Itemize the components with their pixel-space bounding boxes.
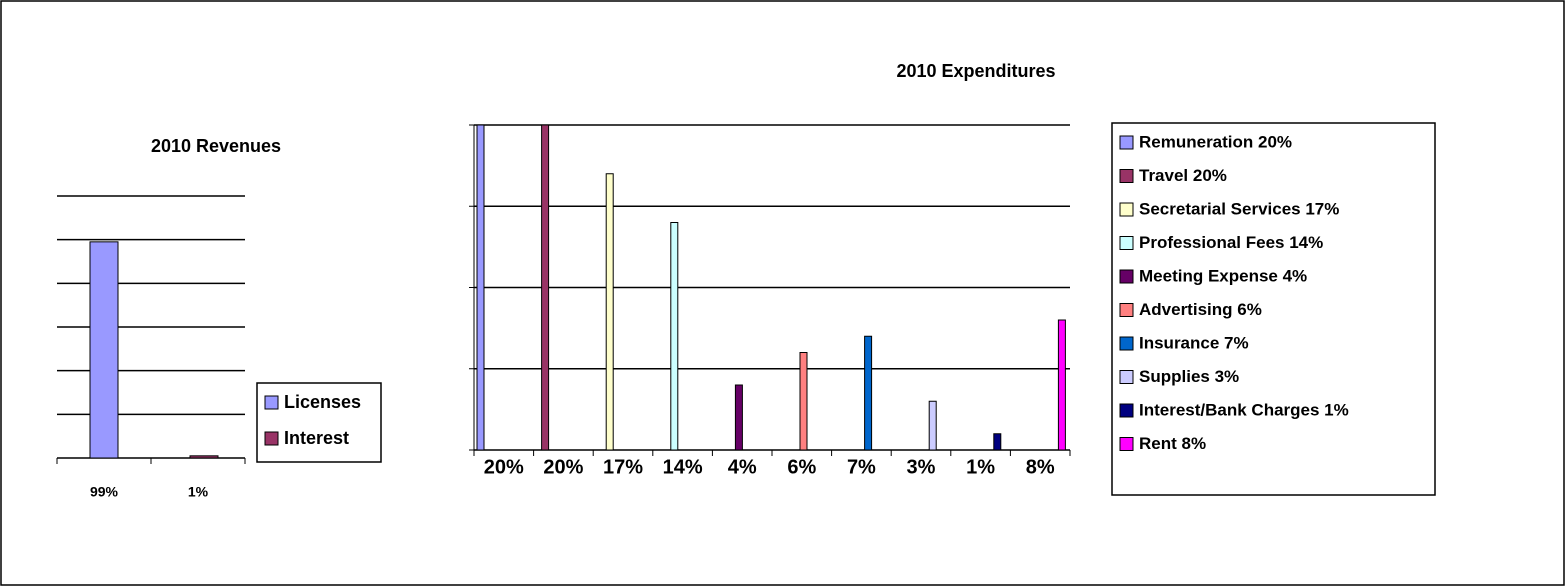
legend-swatch [1119, 269, 1134, 284]
value-label: 8% [1026, 456, 1055, 478]
value-label: 1% [188, 484, 209, 500]
value-label: 3% [907, 456, 936, 478]
legend-swatch [264, 431, 279, 446]
bar [928, 400, 937, 451]
legend-label: Interest/Bank Charges 1% [1139, 400, 1349, 419]
bar [189, 455, 219, 459]
bar [799, 352, 808, 451]
legend-swatch [1119, 403, 1134, 418]
bar [670, 222, 679, 451]
legend-swatch [1119, 303, 1134, 317]
chart-title: 2010 Revenues [151, 136, 281, 156]
value-label: 7% [847, 456, 876, 478]
value-label: 17% [603, 456, 643, 478]
legend-swatch [1119, 169, 1134, 183]
legend-label: Licenses [284, 392, 361, 412]
legend-swatch [1119, 135, 1134, 150]
legend-swatch [1119, 370, 1134, 384]
value-label: 14% [663, 456, 703, 478]
bar [89, 241, 119, 459]
legend-swatch [264, 395, 279, 410]
legend-box [1111, 122, 1436, 496]
value-label: 4% [728, 456, 757, 478]
legend-label: Advertising 6% [1139, 300, 1262, 319]
legend-label: Rent 8% [1139, 434, 1206, 453]
legend-swatch [1119, 336, 1134, 351]
legend-label: Supplies 3% [1139, 367, 1239, 386]
value-label: 99% [90, 484, 119, 500]
chart-title: 2010 Expenditures [896, 61, 1055, 81]
legend-label: Insurance 7% [1139, 333, 1249, 352]
legend-label: Secretarial Services 17% [1139, 199, 1339, 218]
legend-swatch [1119, 202, 1134, 217]
value-label: 20% [543, 456, 583, 478]
bar [541, 124, 550, 451]
legend-swatch [1119, 236, 1134, 250]
legend-label: Professional Fees 14% [1139, 233, 1323, 252]
value-label: 20% [484, 456, 524, 478]
bar [993, 433, 1002, 451]
value-label: 1% [966, 456, 995, 478]
legend-label: Remuneration 20% [1139, 132, 1292, 151]
bar [605, 173, 614, 451]
legend-label: Interest [284, 428, 349, 448]
bar [864, 335, 873, 451]
bar [1057, 319, 1066, 451]
bar [734, 384, 743, 451]
bar [476, 124, 485, 451]
legend-swatch [1119, 437, 1134, 451]
value-label: 6% [787, 456, 816, 478]
legend-label: Travel 20% [1139, 166, 1227, 185]
legend-label: Meeting Expense 4% [1139, 266, 1307, 285]
